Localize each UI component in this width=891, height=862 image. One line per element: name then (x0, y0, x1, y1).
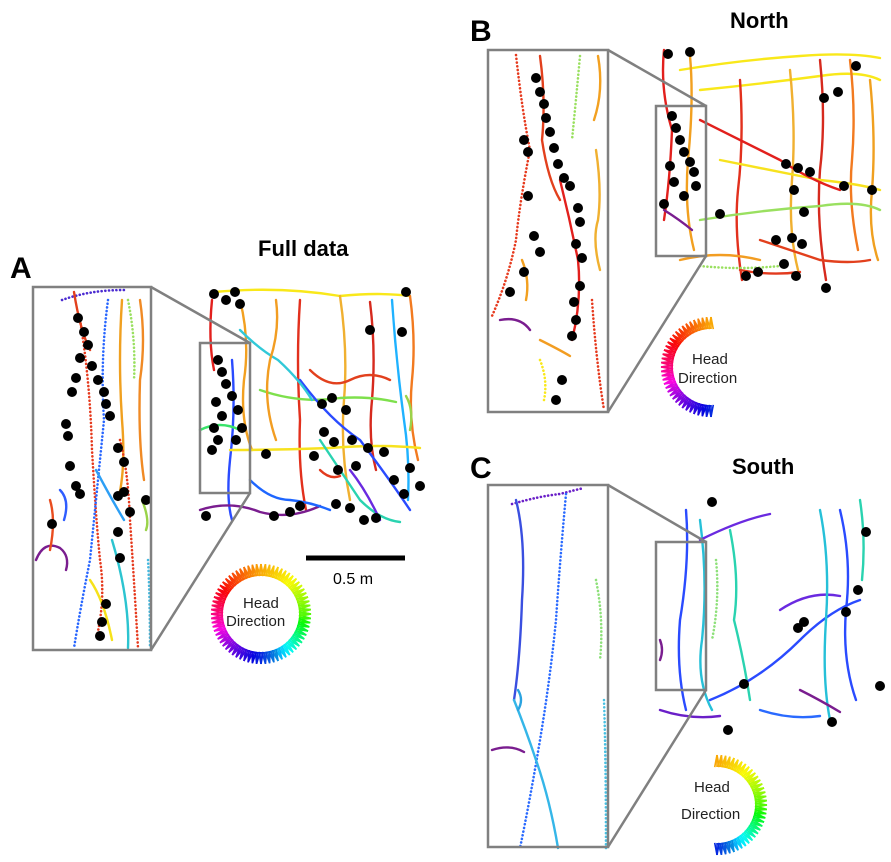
panel-a-hd-label-direction: Direction (226, 613, 285, 630)
panel-b-inset-trajectories (490, 53, 606, 412)
panel-b-hd-label-head: Head (692, 351, 728, 368)
panel-b-title: North (730, 8, 789, 33)
panel-a-inset-spikes (47, 313, 151, 641)
panel-a-head-direction-wheel (210, 563, 312, 665)
head-direction-spike (710, 316, 715, 330)
panel-c-hd-label-head: Head (694, 779, 730, 796)
panel-a-main-spikes (201, 287, 425, 525)
panel-a-letter: A (10, 252, 32, 285)
panel-a-inset-trajectories (34, 288, 152, 650)
panel-c-main-spikes (707, 497, 885, 735)
panel-b-main-spikes (659, 47, 877, 293)
panel-c-inset-frame (486, 483, 610, 849)
panel-c-title: South (732, 454, 794, 479)
panel-a-zoom-line-top (150, 285, 251, 345)
panel-b-zoom-line-top (607, 48, 707, 108)
panel-b-zoom-line-bottom (606, 255, 708, 413)
panel-a: 0.5 m Head Direction (31, 285, 425, 665)
panel-c-hd-label-direction: Direction (681, 806, 740, 823)
panel-b: Head Direction (486, 47, 882, 418)
scale-bar-label: 0.5 m (333, 571, 373, 588)
panel-c-zoom-line-bottom (606, 689, 708, 848)
panel-a-title: Full data (258, 236, 349, 261)
panel-c-head-direction-wheel (713, 754, 768, 856)
panel-c-zoom-box (654, 540, 708, 692)
panel-a-zoom-line-bottom (149, 492, 252, 651)
panel-b-inset-spikes (505, 73, 587, 405)
panel-a-hd-label-head: Head (243, 595, 279, 612)
panel-b-hd-label-direction: Direction (678, 370, 737, 387)
head-direction-spike (713, 842, 718, 856)
panel-a-zoom-box (198, 341, 252, 495)
panel-b-letter: B (470, 15, 492, 48)
panel-b-zoom-box (654, 104, 708, 258)
panel-c-zoom-line-top (607, 483, 707, 544)
panel-c: Head Direction (486, 483, 885, 856)
panel-b-head-direction-wheel (660, 316, 715, 418)
panel-c-inset-trajectories (490, 486, 608, 850)
panel-b-inset-frame (486, 48, 610, 414)
panel-b-main-trajectories (661, 48, 882, 282)
panel-a-inset-frame (31, 285, 153, 652)
panel-c-letter: C (470, 452, 492, 485)
head-direction-spike (298, 613, 312, 618)
panel-a-main-trajectories (198, 288, 422, 524)
